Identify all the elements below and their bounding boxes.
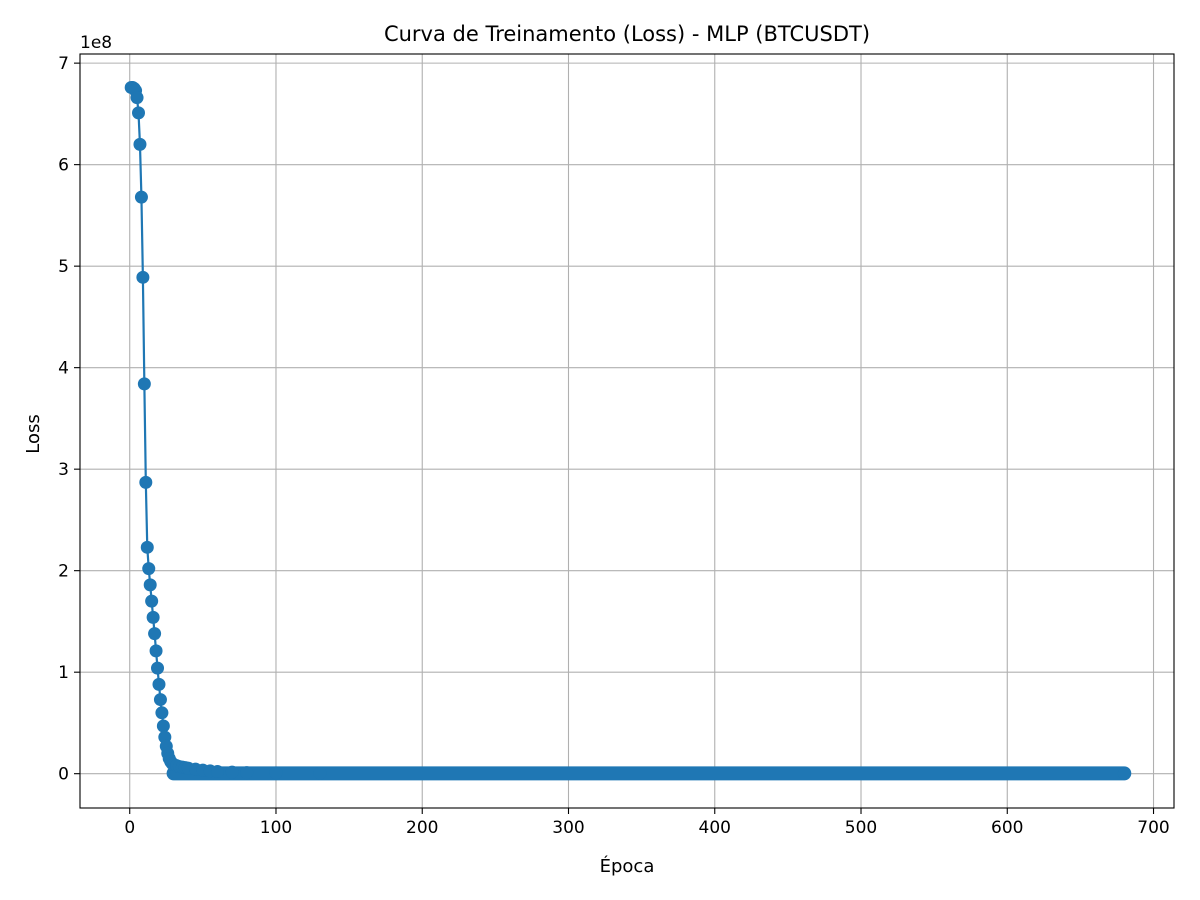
y-tick-label: 4 — [58, 359, 69, 379]
x-tick-label: 600 — [991, 818, 1023, 838]
x-tick-label: 400 — [699, 818, 731, 838]
loss-point — [149, 644, 163, 658]
loss-point — [133, 137, 147, 151]
axis-ticks: 0 100 200 300 400 500 600 700 0 1 2 3 4 5 6 7 — [58, 54, 1170, 838]
loss-point — [140, 540, 154, 554]
loss-point — [225, 765, 239, 779]
y-tick-label: 5 — [58, 257, 69, 277]
loss-point — [153, 693, 167, 707]
loss-point — [148, 627, 162, 641]
loss-line — [131, 86, 1125, 775]
y-axis-label: Loss — [23, 414, 44, 453]
x-tick-label: 200 — [406, 818, 438, 838]
grid-lines — [80, 54, 1174, 808]
x-tick-label: 700 — [1137, 818, 1169, 838]
loss-point — [151, 661, 165, 675]
y-tick-label: 2 — [58, 562, 69, 582]
loss-point — [142, 562, 156, 576]
y-tick-label: 7 — [58, 54, 69, 74]
loss-point — [240, 766, 254, 780]
loss-point — [139, 475, 153, 489]
plot-frame — [79, 53, 1175, 809]
loss-point — [1117, 767, 1131, 781]
x-axis-label: Época — [600, 855, 655, 877]
chart-title: Curva de Treinamento (Loss) - MLP (BTCUS… — [384, 22, 870, 46]
loss-series — [124, 80, 1132, 781]
x-tick-label: 100 — [260, 818, 292, 838]
y-tick-label: 0 — [58, 765, 69, 785]
loss-point — [136, 270, 150, 284]
y-tick-label: 1 — [58, 663, 69, 683]
loss-point — [210, 764, 224, 778]
x-tick-label: 300 — [552, 818, 584, 838]
loss-point — [146, 610, 160, 624]
loss-point — [143, 578, 157, 592]
y-tick-label: 6 — [58, 156, 69, 176]
loss-point — [130, 91, 144, 105]
loss-point — [134, 190, 148, 204]
y-tick-label: 3 — [58, 460, 69, 480]
loss-point — [269, 766, 283, 780]
loss-point — [155, 706, 169, 720]
loss-point — [152, 677, 166, 691]
loss-point — [132, 106, 146, 120]
loss-point — [145, 594, 159, 608]
x-tick-label: 500 — [845, 818, 877, 838]
loss-point — [313, 766, 327, 780]
x-tick-label: 0 — [124, 818, 135, 838]
loss-point — [137, 377, 151, 391]
y-offset-label: 1e8 — [80, 33, 112, 53]
loss-point — [156, 719, 170, 733]
